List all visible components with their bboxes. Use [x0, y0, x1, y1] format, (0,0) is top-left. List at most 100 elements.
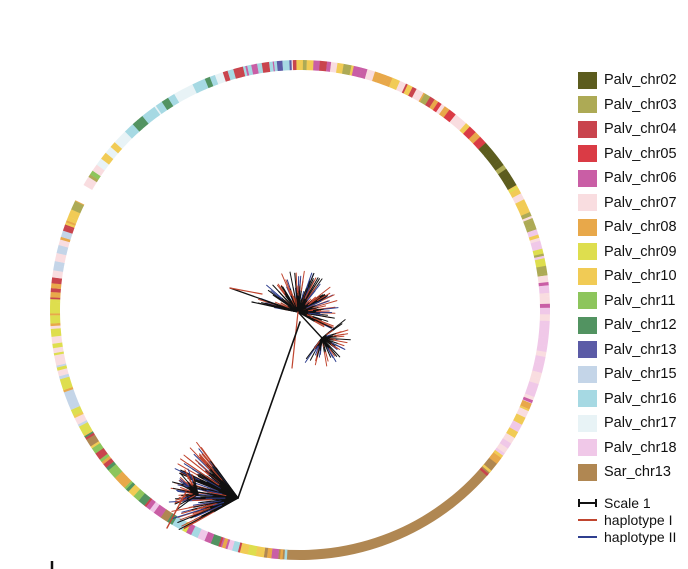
ring-segment [507, 183, 517, 191]
ring-segment [534, 255, 545, 261]
ring-segment [237, 542, 243, 553]
legend-item: Palv_chr13 [578, 338, 686, 363]
legend-label: Palv_chr16 [604, 390, 677, 407]
tree-branch [195, 459, 210, 473]
ring-segment [86, 434, 99, 447]
ring-segment [459, 123, 470, 135]
tree-branch [338, 338, 351, 341]
ring-segment [56, 244, 69, 256]
ring-segment [60, 236, 71, 243]
ring-segment [482, 464, 492, 473]
ring-segment [538, 282, 549, 287]
ring-segment [177, 519, 187, 531]
ring-segment [119, 475, 132, 488]
line-legend-label: haplotype II [604, 529, 677, 545]
legend-label: Palv_chr03 [604, 96, 677, 113]
ring-segment [137, 115, 149, 128]
legend-label: Palv_chr11 [604, 292, 676, 309]
tree-branch [180, 486, 191, 492]
ring-segment [443, 109, 456, 123]
tree-branch [318, 314, 335, 319]
tree-branch [297, 284, 301, 313]
ring-segment [68, 210, 80, 221]
ring-segment [54, 252, 67, 264]
ring-segment [476, 140, 486, 150]
ring-segment [119, 131, 133, 144]
tree-branch [314, 320, 325, 328]
tree-branch [285, 279, 292, 295]
legend-label: Palv_chr12 [604, 317, 677, 334]
ring-segment [522, 399, 532, 404]
ring-segment [533, 253, 545, 259]
tree-branch [201, 453, 213, 467]
tree-branch [266, 284, 283, 299]
ring-segment [539, 307, 551, 315]
tree-branch [186, 475, 194, 487]
ring-segment [522, 396, 534, 404]
ring-segment [92, 170, 102, 177]
tree-branch [206, 481, 221, 490]
legend-swatch [578, 194, 597, 212]
ring-segment [247, 544, 258, 557]
tree-branch [280, 285, 291, 301]
ring-segment [50, 287, 61, 293]
tree-branch [312, 300, 338, 309]
tree-branch [192, 507, 211, 515]
tree-branch [317, 295, 329, 302]
ring-segment [491, 452, 502, 461]
ring-segment [52, 346, 64, 354]
ring-segment [155, 101, 168, 114]
ring-segment [51, 283, 62, 287]
ring-segment [91, 442, 104, 454]
ring-segment [384, 76, 393, 88]
legend-swatch [578, 316, 597, 334]
ring-segment [432, 101, 442, 113]
ring-segment [492, 160, 504, 171]
ring-segment [146, 108, 158, 121]
tree-branch [295, 272, 298, 294]
ring-segment [149, 501, 160, 513]
legend-swatch [578, 243, 597, 261]
tree-branch [333, 323, 343, 330]
ring-segment [403, 84, 413, 96]
tree-branch [199, 499, 220, 504]
tree-branch [289, 271, 294, 288]
ring-segment [534, 258, 547, 268]
tree-branch [314, 300, 330, 307]
legend-item: Palv_chr09 [578, 240, 686, 265]
ring-segment [537, 273, 548, 277]
legend-swatch [578, 218, 597, 236]
tree-branch [176, 489, 187, 493]
tree-branch [326, 329, 334, 336]
ring-segment [54, 353, 66, 362]
ring-segment [201, 78, 209, 90]
ring-segment [523, 218, 534, 224]
ring-segment [463, 126, 476, 140]
tree-branch [276, 284, 287, 297]
ring-segment [279, 549, 284, 560]
ring-segment [527, 229, 539, 238]
ring-segment [242, 66, 248, 77]
ring-segment [49, 309, 61, 314]
ring-segment [336, 62, 344, 74]
ring-segment [65, 222, 76, 228]
ring-segment [92, 164, 105, 176]
tree-branch [277, 283, 286, 294]
legend-swatch [578, 120, 597, 138]
tree-branch [304, 347, 316, 363]
ring-segment [509, 420, 523, 433]
ring-segment [52, 270, 64, 279]
ring-segment [523, 219, 536, 229]
tree-branch [310, 316, 334, 327]
legend-swatch [578, 267, 597, 285]
ring-segment [197, 528, 209, 541]
ring-segment [154, 105, 162, 115]
ring-segment [522, 215, 533, 222]
legend-swatch [578, 341, 597, 359]
legend-label: Palv_chr18 [604, 439, 677, 456]
ring-segment [418, 92, 426, 103]
tree-branch [186, 462, 220, 486]
chromosome-legend: Palv_chr02 Palv_chr03 Palv_chr04 Palv_chr05… [578, 68, 686, 485]
tree-branch [187, 468, 194, 482]
